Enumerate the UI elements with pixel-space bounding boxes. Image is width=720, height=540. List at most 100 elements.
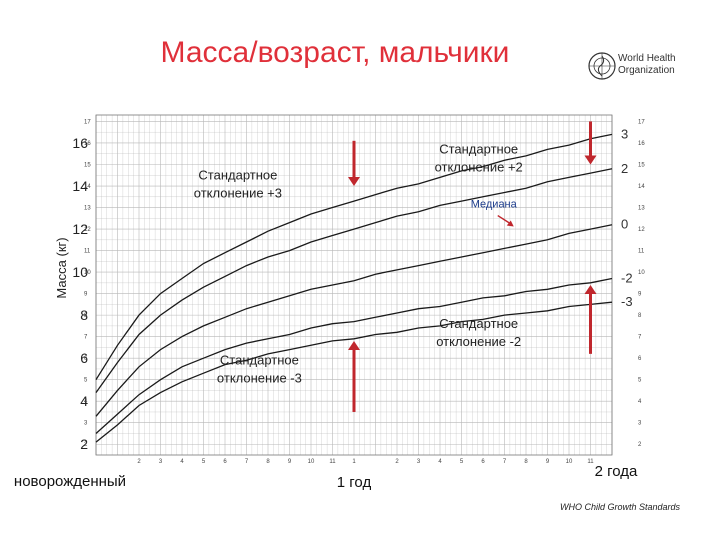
y-tick-label: 12 (72, 221, 88, 237)
small-tick-left: 15 (84, 162, 91, 168)
y-tick-label: 2 (80, 436, 88, 452)
month-tick-label: 11 (587, 459, 594, 465)
small-tick-right: 2 (638, 442, 642, 448)
arrows (348, 121, 597, 412)
logo-line-1: World Health (618, 53, 676, 64)
month-tick-label: 7 (245, 459, 249, 465)
median-pointer-head (506, 220, 514, 227)
small-tick-left: 4 (84, 399, 88, 405)
month-tick-label: 3 (417, 459, 421, 465)
annotation-3: отклонение -2 (436, 334, 521, 349)
small-tick-right: 10 (638, 270, 645, 276)
annotation-0: Стандартное (439, 142, 518, 157)
who-logo-icon (588, 52, 616, 80)
small-tick-right: 5 (638, 378, 642, 384)
curve-label-0: 3 (621, 126, 628, 141)
x-label-0: новорожденный (14, 473, 126, 490)
small-tick-left: 12 (84, 227, 91, 233)
annotation-3: Стандартное (439, 316, 518, 331)
annotations: Стандартное отклонение +2 Стандартное откло… (194, 142, 523, 386)
y-tick-label: 4 (80, 393, 88, 409)
arrow-head-1 (584, 155, 597, 165)
curve-label-2: 0 (621, 217, 628, 232)
curve-label-1: 2 (621, 161, 628, 176)
month-tick-label: 7 (503, 459, 507, 465)
y-tick-label: 14 (72, 178, 88, 194)
curve-3 (95, 277, 613, 434)
month-tick-label: 1 (352, 459, 356, 465)
curve-4 (95, 301, 613, 443)
y-tick-label: 6 (80, 350, 88, 366)
curve-2 (95, 224, 613, 417)
month-tick-label: 9 (288, 459, 292, 465)
footer-credit: WHO Child Growth Standards (560, 502, 681, 512)
small-tick-left: 8 (84, 313, 88, 319)
annotation-2: Медиана (471, 199, 518, 211)
chart-title: Масса/возраст, мальчики (160, 36, 510, 69)
x-label-1: 1 год (337, 474, 372, 491)
month-tick-label: 11 (329, 459, 336, 465)
small-tick-right: 16 (638, 141, 645, 147)
month-tick-label: 3 (159, 459, 163, 465)
month-tick-label: 10 (566, 459, 573, 465)
month-tick-label: 4 (180, 459, 184, 465)
month-tick-label: 5 (460, 459, 464, 465)
month-tick-label: 5 (202, 459, 206, 465)
annotation-4: Стандартное (220, 353, 299, 368)
x-label-2: 2 года (595, 463, 638, 480)
arrow-head-2 (348, 340, 360, 350)
small-tick-left: 9 (84, 292, 88, 298)
plot-frame (95, 114, 613, 456)
small-tick-left: 13 (84, 206, 91, 212)
y-tick-label: 8 (80, 307, 88, 323)
curve-label-4: -3 (621, 294, 633, 309)
curve-1 (95, 168, 613, 393)
small-tick-left: 2 (84, 442, 88, 448)
small-tick-right: 7 (638, 335, 642, 341)
small-tick-left: 5 (84, 378, 88, 384)
month-tick-label: 8 (266, 459, 270, 465)
curve-label-3: -2 (621, 271, 633, 286)
small-tick-left: 17 (84, 119, 91, 125)
small-tick-left: 10 (84, 270, 91, 276)
axes: 2468101214161716151413121110987654321716… (14, 119, 645, 491)
y-tick-label: 10 (72, 264, 88, 280)
y-tick-label: 16 (72, 135, 88, 151)
small-tick-right: 8 (638, 313, 642, 319)
month-tick-label: 8 (524, 459, 528, 465)
annotation-4: отклонение -3 (217, 371, 302, 386)
small-tick-right: 9 (638, 292, 642, 298)
small-tick-right: 11 (638, 249, 645, 255)
arrow-head-3 (584, 285, 597, 294)
y-axis-label: Масса (кг) (54, 237, 69, 298)
month-tick-label: 2 (395, 459, 399, 465)
annotation-1: отклонение +3 (194, 186, 282, 201)
month-tick-label: 9 (546, 459, 550, 465)
logo-text: World Health Organization (618, 53, 676, 77)
small-tick-right: 15 (638, 162, 645, 168)
curve-0 (95, 133, 613, 381)
small-tick-right: 6 (638, 356, 642, 362)
month-tick-label: 6 (481, 459, 485, 465)
small-tick-right: 4 (638, 399, 642, 405)
small-tick-right: 13 (638, 206, 645, 212)
small-tick-left: 16 (84, 141, 91, 147)
small-tick-left: 6 (84, 356, 88, 362)
logo-line-2: Organization (618, 65, 675, 76)
curves: 3 2 0 -2 -3 (95, 126, 633, 443)
small-tick-left: 14 (84, 184, 91, 190)
small-tick-right: 12 (638, 227, 645, 233)
arrow-head-0 (348, 177, 360, 187)
month-tick-label: 4 (438, 459, 442, 465)
month-tick-label: 2 (137, 459, 141, 465)
small-tick-right: 17 (638, 119, 645, 125)
chart-grid (95, 114, 613, 456)
month-tick-label: 6 (223, 459, 227, 465)
small-tick-right: 14 (638, 184, 645, 190)
small-tick-left: 3 (84, 421, 88, 427)
annotation-1: Стандартное (198, 168, 277, 183)
small-tick-left: 7 (84, 335, 88, 341)
small-tick-right: 3 (638, 421, 642, 427)
month-tick-label: 10 (308, 459, 315, 465)
